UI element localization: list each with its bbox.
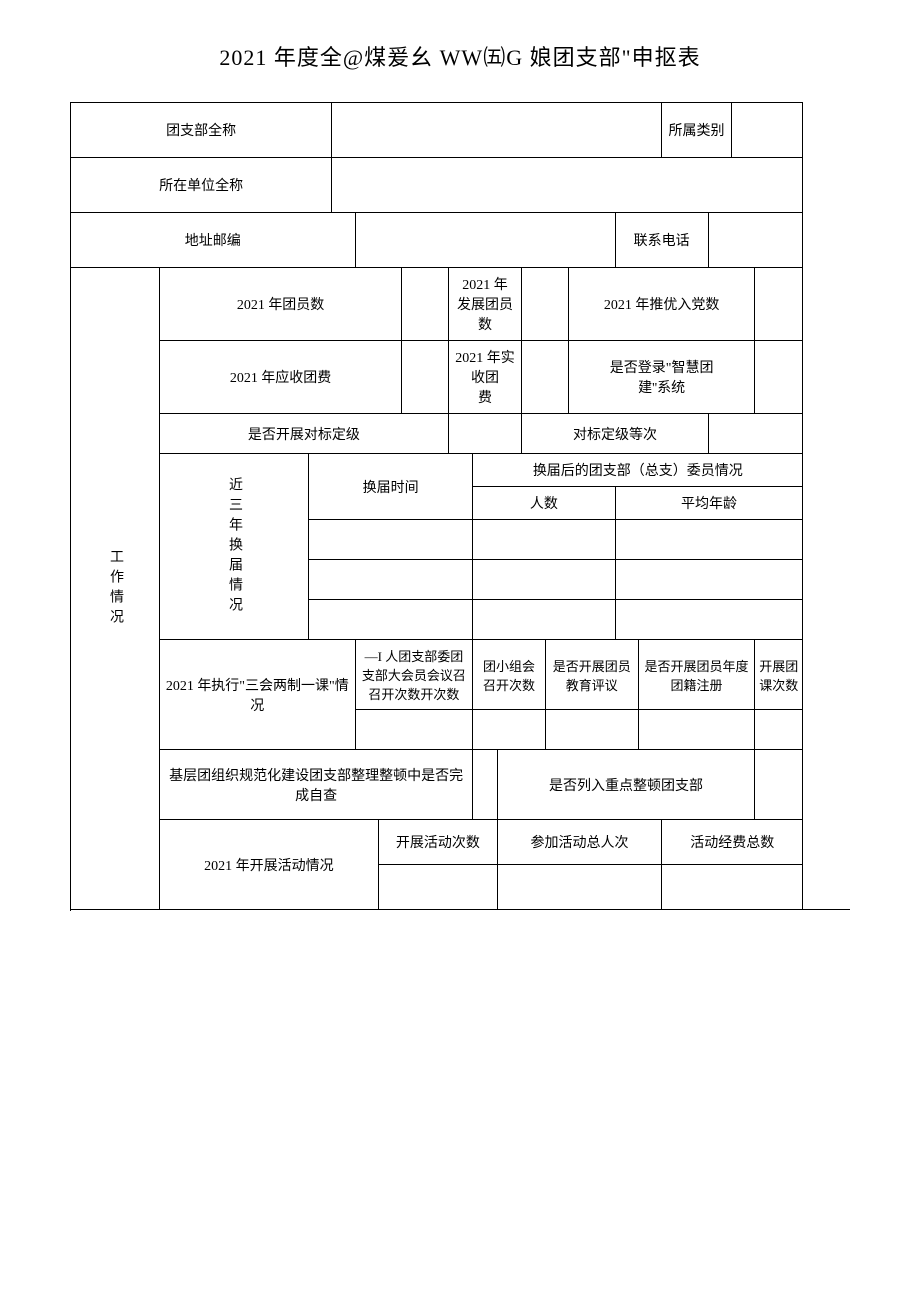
label-three-meeting: 2021 年执行"三会两制一课"情况 [160, 640, 356, 750]
value-people-3 [473, 600, 615, 640]
value-age-1 [615, 520, 803, 560]
label-address-zip: 地址邮编 [71, 213, 356, 268]
label-people-count: 人数 [473, 487, 615, 520]
label-recommend-party: 2021 年推优入党数 [568, 268, 754, 341]
label-branch-name: 团支部全称 [71, 103, 332, 158]
value-unit-name [332, 158, 803, 213]
value-group-meeting [473, 710, 545, 750]
label-members-2021: 2021 年团员数 [160, 268, 402, 341]
label-benchmark: 是否开展对标定级 [160, 414, 449, 454]
value-self-check [473, 750, 498, 820]
label-committee-after: 换届后的团支部（总支）委员情况 [473, 454, 803, 487]
label-activity-count: 开展活动次数 [378, 820, 497, 865]
label-group-meeting: 团小组会召开次数 [473, 640, 545, 710]
label-unit-name: 所在单位全称 [71, 158, 332, 213]
value-age-2 [615, 560, 803, 600]
value-branch-name [332, 103, 662, 158]
value-activity-fund [662, 865, 803, 910]
label-activity-fund: 活动经费总数 [662, 820, 803, 865]
value-class-count [755, 710, 803, 750]
label-avg-age: 平均年龄 [615, 487, 803, 520]
label-fee-due: 2021 年应收团费 [160, 341, 402, 414]
label-fee-collected: 2021 年实收团 费 [448, 341, 522, 414]
label-key-rectify: 是否列入重点整顿团支部 [497, 750, 754, 820]
label-smart-system: 是否登录"智慧团 建''系统 [568, 341, 754, 414]
value-fee-collected [522, 341, 569, 414]
value-smart-system [755, 341, 803, 414]
label-benchmark-level: 对标定级等次 [522, 414, 708, 454]
value-members-2021 [402, 268, 449, 341]
value-fee-due [402, 341, 449, 414]
label-election-time: 换届时间 [309, 454, 473, 520]
label-category: 所属类别 [662, 103, 732, 158]
value-developed-2021 [522, 268, 569, 341]
label-work-section: 工作情况 [71, 268, 160, 910]
page-title: 2021 年度全@煤爰幺 WW㈤G 娘团支部"申抠表 [70, 40, 850, 72]
value-address-zip [355, 213, 615, 268]
value-key-rectify [755, 750, 803, 820]
label-class-count: 开展团课次数 [755, 640, 803, 710]
value-age-3 [615, 600, 803, 640]
application-form-table: 团支部全称 所属类别 所在单位全称 地址邮编 联系电话 工作情况 2021 年团… [70, 102, 850, 910]
value-election-2 [309, 560, 473, 600]
value-category [731, 103, 802, 158]
label-phone: 联系电话 [615, 213, 708, 268]
label-self-check: 基层团组织规范化建设团支部整理整顿中是否完成自查 [160, 750, 473, 820]
label-branch-meeting: —I 人团支部委团支部大会员会议召召开次数开次数 [355, 640, 473, 710]
value-phone [708, 213, 803, 268]
value-election-3 [309, 600, 473, 640]
value-participant-total [497, 865, 661, 910]
value-branch-meeting [355, 710, 473, 750]
value-people-2 [473, 560, 615, 600]
value-benchmark [448, 414, 522, 454]
label-edu-review: 是否开展团员教育评议 [545, 640, 638, 710]
label-developed-2021: 2021 年 发展团员数 [448, 268, 522, 341]
label-annual-reg: 是否开展团员年度团籍注册 [638, 640, 754, 710]
label-participant-total: 参加活动总人次 [497, 820, 661, 865]
value-people-1 [473, 520, 615, 560]
label-three-year: 近三年换届情况 [160, 454, 309, 640]
value-edu-review [545, 710, 638, 750]
value-recommend-party [755, 268, 803, 341]
label-activity-2021: 2021 年开展活动情况 [160, 820, 379, 910]
value-activity-count [378, 865, 497, 910]
value-benchmark-level [708, 414, 803, 454]
value-election-1 [309, 520, 473, 560]
value-annual-reg [638, 710, 754, 750]
